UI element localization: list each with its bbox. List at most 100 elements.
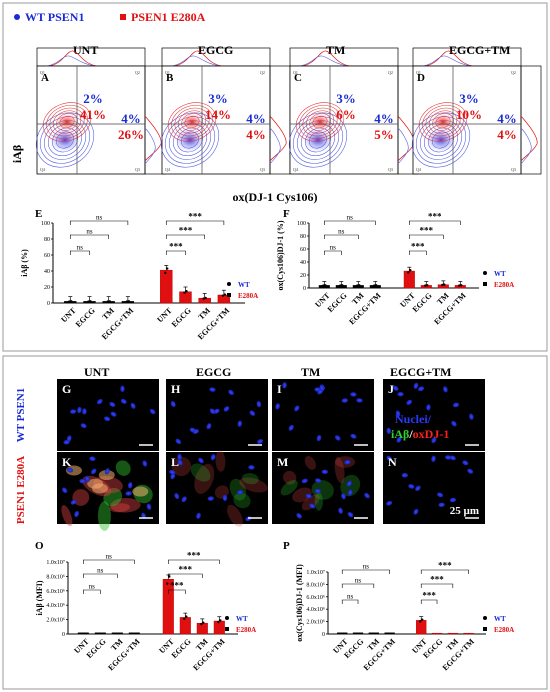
quadrant-tag: Q4 bbox=[293, 167, 298, 172]
data-point bbox=[443, 283, 446, 286]
chart-y-tick-label: 1.0x10⁷ bbox=[46, 560, 65, 566]
nucleus bbox=[431, 455, 436, 462]
chart-y-tick-label: 40 bbox=[300, 260, 306, 266]
x-tick-label: EGCG bbox=[85, 637, 108, 660]
legend-label: E280A bbox=[238, 292, 258, 300]
stain-region bbox=[61, 504, 73, 527]
overlay-nuclei: Nuclei/ bbox=[395, 412, 432, 426]
nucleus bbox=[149, 408, 156, 415]
quadrant-tag: Q2 bbox=[388, 70, 393, 75]
chart-y-tick-label: 40 bbox=[44, 269, 50, 275]
nucleus bbox=[426, 404, 431, 411]
micro-letter: I bbox=[277, 382, 282, 396]
data-point bbox=[68, 300, 71, 303]
micro-image-bg bbox=[57, 379, 159, 451]
data-point bbox=[223, 293, 227, 296]
micro-image-m: M bbox=[272, 452, 374, 524]
bar-wt-tm bbox=[368, 632, 379, 635]
nucleus bbox=[321, 469, 329, 474]
nucleus bbox=[177, 453, 182, 461]
data-point bbox=[426, 284, 429, 287]
red-contour bbox=[295, 102, 345, 142]
micro-row-label-e280a: PSEN1 E280A bbox=[15, 456, 27, 524]
bar-wt-egcg+tm bbox=[384, 632, 395, 635]
legend-label: WT bbox=[238, 281, 250, 289]
nucleus bbox=[127, 482, 133, 489]
nucleus bbox=[256, 400, 262, 408]
red-contour bbox=[49, 107, 85, 137]
top-histogram-blue bbox=[171, 55, 221, 67]
percent-red-upper: 14% bbox=[205, 107, 231, 122]
nucleus bbox=[63, 440, 70, 445]
red-contour bbox=[299, 105, 341, 139]
top-histogram-blue bbox=[422, 55, 472, 67]
stain-region bbox=[314, 492, 323, 511]
nucleus bbox=[169, 469, 176, 475]
data-point bbox=[322, 284, 325, 287]
legend-marker-e280a bbox=[227, 293, 231, 297]
micro-image-bg bbox=[166, 379, 268, 451]
nucleus bbox=[449, 455, 456, 461]
data-point bbox=[424, 284, 427, 287]
significance-bracket bbox=[324, 220, 376, 225]
significance-bracket bbox=[165, 250, 186, 255]
nucleus bbox=[74, 510, 80, 518]
chart-y-tick-label: 6.0x10⁶ bbox=[46, 589, 65, 595]
nucleus bbox=[177, 459, 183, 466]
significance-bracket bbox=[168, 559, 220, 564]
nucleus bbox=[209, 408, 216, 415]
significance-label: ns bbox=[89, 583, 96, 591]
significance-bracket bbox=[420, 569, 469, 574]
data-point bbox=[87, 300, 90, 303]
nucleus bbox=[104, 416, 111, 422]
legend-label: E280A bbox=[494, 626, 514, 634]
stain-region bbox=[239, 477, 268, 493]
significance-bracket bbox=[409, 220, 461, 225]
x-tick-label: EGCG bbox=[326, 291, 349, 314]
data-point bbox=[106, 300, 109, 303]
chart-y-tick-label: 4.0x10⁶ bbox=[46, 603, 65, 609]
nucleus bbox=[257, 439, 264, 444]
data-point bbox=[183, 291, 186, 294]
data-point bbox=[166, 582, 169, 585]
data-point bbox=[339, 284, 342, 287]
nucleus bbox=[344, 459, 351, 465]
top-histogram-blue bbox=[299, 55, 349, 67]
chart-panel-letter: E bbox=[35, 208, 42, 220]
data-point bbox=[166, 267, 169, 270]
significance-bracket bbox=[69, 220, 129, 225]
nucleus bbox=[350, 392, 357, 397]
nucleus bbox=[417, 386, 425, 392]
top-histogram-red bbox=[424, 50, 474, 67]
legend-label: WT bbox=[494, 615, 506, 623]
bar-e280a-egcg+tm bbox=[213, 620, 225, 635]
data-point bbox=[341, 284, 344, 287]
red-density bbox=[56, 114, 78, 130]
flow-x-label: ox(DJ-1 Cys106) bbox=[233, 190, 318, 204]
legend-wt-marker bbox=[14, 14, 20, 20]
quadrant-tag: Q3 bbox=[260, 167, 265, 172]
nucleus bbox=[445, 455, 452, 460]
nucleus bbox=[82, 408, 87, 415]
legend-label: WT bbox=[236, 615, 248, 623]
chart-y-label: iAβ (MFI) bbox=[35, 580, 44, 615]
chart-y-tick-label: 80 bbox=[300, 234, 306, 240]
flow-panel-title: EGCG+TM bbox=[449, 43, 511, 57]
significance-bracket bbox=[420, 583, 454, 588]
micro-image-g: G bbox=[57, 379, 159, 451]
nucleus bbox=[309, 503, 316, 509]
nucleus bbox=[315, 478, 322, 483]
stain-region bbox=[241, 473, 259, 485]
x-tick-label: EGCG+TM bbox=[432, 291, 468, 327]
red-density bbox=[432, 114, 454, 130]
micro-image-j: J bbox=[383, 379, 485, 451]
nucleus bbox=[125, 491, 132, 496]
nucleus bbox=[70, 499, 77, 505]
quadrant-tag: Q1 bbox=[40, 70, 45, 75]
blue-contour bbox=[160, 112, 220, 168]
panel-letter: D bbox=[417, 72, 425, 84]
stain-region bbox=[97, 501, 111, 531]
data-point bbox=[127, 300, 131, 303]
